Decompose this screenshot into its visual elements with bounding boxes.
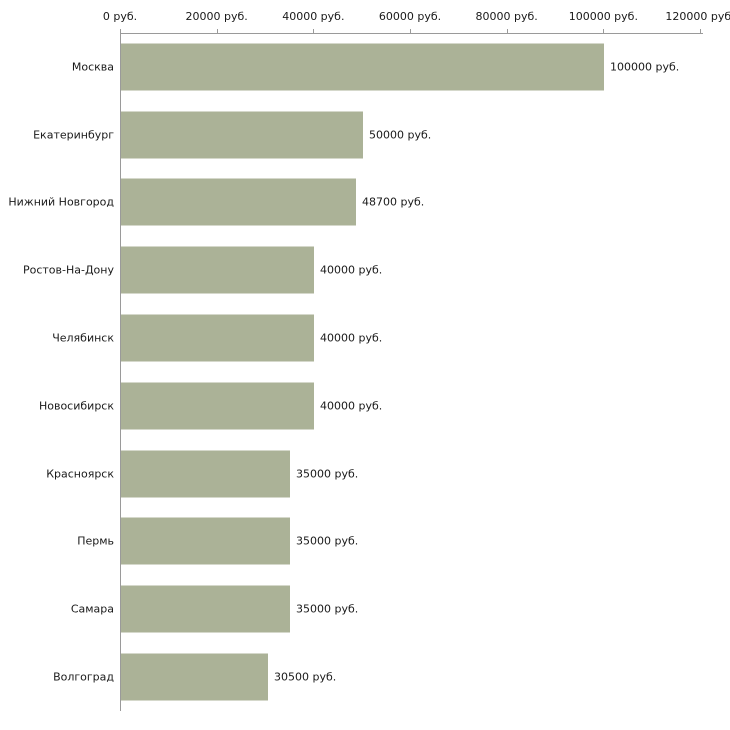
bar-row: Челябинск 40000 руб. <box>0 304 730 372</box>
bar-row: Екатеринбург 50000 руб. <box>0 101 730 169</box>
x-axis-tick-mark <box>603 29 605 33</box>
bar-row: Москва 100000 руб. <box>0 33 730 101</box>
bar <box>121 517 290 565</box>
bar-value-label: 100000 руб. <box>610 60 680 74</box>
bar-value-label: 40000 руб. <box>320 331 383 345</box>
x-axis-tick-mark <box>700 29 701 33</box>
bar-value-label: 35000 руб. <box>296 602 359 616</box>
bar <box>121 314 314 362</box>
x-axis-tick-mark <box>216 29 218 33</box>
bar-row: Пермь 35000 руб. <box>0 508 730 576</box>
category-label: Самара <box>70 602 114 616</box>
category-label: Нижний Новгород <box>8 195 114 209</box>
bar <box>121 246 314 294</box>
x-axis-tick-mark <box>120 29 121 33</box>
bar-row: Красноярск 35000 руб. <box>0 440 730 508</box>
bar <box>121 382 314 430</box>
bar <box>121 653 268 701</box>
x-axis-tick-label: 120000 руб. <box>665 10 730 23</box>
category-label: Новосибирск <box>38 399 114 413</box>
x-axis-line <box>120 33 703 34</box>
bar-row: Ростов-На-Дону 40000 руб. <box>0 236 730 304</box>
category-label: Красноярск <box>46 467 114 481</box>
bar <box>121 178 356 226</box>
bar <box>121 111 363 159</box>
x-axis-tick-label: 100000 руб. <box>568 10 638 23</box>
bar-row: Новосибирск 40000 руб. <box>0 372 730 440</box>
bar-value-label: 48700 руб. <box>362 195 425 209</box>
bar <box>121 43 604 91</box>
bar-row: Волгоград 30500 руб. <box>0 643 730 711</box>
y-axis-line <box>120 33 121 711</box>
x-axis-tick-mark <box>410 29 411 33</box>
category-label: Ростов-На-Дону <box>22 263 114 277</box>
bar-value-label: 40000 руб. <box>320 263 383 277</box>
bar-value-label: 50000 руб. <box>369 128 432 142</box>
x-axis-tick-label: 40000 руб. <box>282 10 345 23</box>
bar-value-label: 35000 руб. <box>296 467 359 481</box>
category-label: Волгоград <box>53 670 114 684</box>
category-label: Пермь <box>77 534 114 548</box>
category-label: Москва <box>71 60 114 74</box>
x-axis-tick-label: 0 руб. <box>102 10 138 23</box>
x-axis-tick-label: 20000 руб. <box>185 10 248 23</box>
x-axis-tick-label: 60000 руб. <box>378 10 442 23</box>
bar-value-label: 40000 руб. <box>320 399 383 413</box>
x-axis-tick-mark <box>506 29 508 33</box>
bar-value-label: 30500 руб. <box>274 670 337 684</box>
bar <box>121 450 290 498</box>
x-axis-tick-mark <box>313 29 315 33</box>
plot-area: Москва 100000 руб. Екатеринбург 50000 руб. Н… <box>0 33 730 711</box>
bar-row: Самара 35000 руб. <box>0 575 730 643</box>
bar-row: Нижний Новгород 48700 руб. <box>0 169 730 237</box>
category-label: Челябинск <box>52 331 114 345</box>
bar-value-label: 35000 руб. <box>296 534 359 548</box>
category-label: Екатеринбург <box>33 128 114 142</box>
bar <box>121 585 290 633</box>
x-axis-tick-label: 80000 руб. <box>475 10 538 23</box>
